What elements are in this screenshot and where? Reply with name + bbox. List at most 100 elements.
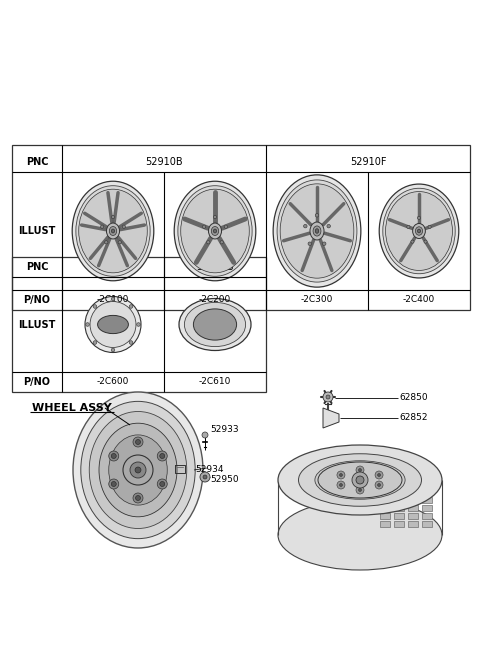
Circle shape	[122, 225, 125, 229]
Circle shape	[411, 240, 414, 243]
Circle shape	[356, 476, 364, 484]
Circle shape	[375, 481, 383, 489]
Bar	[422, 521, 432, 527]
Bar	[380, 521, 390, 527]
Circle shape	[130, 462, 146, 478]
Circle shape	[157, 479, 167, 489]
Text: WHEEL ASSY: WHEEL ASSY	[32, 403, 112, 413]
Bar	[422, 513, 432, 519]
Circle shape	[129, 341, 133, 345]
Ellipse shape	[315, 460, 405, 499]
Ellipse shape	[379, 184, 459, 278]
Circle shape	[133, 493, 143, 503]
Circle shape	[109, 451, 119, 461]
Circle shape	[123, 455, 153, 485]
Ellipse shape	[193, 309, 237, 340]
Text: -2C300: -2C300	[301, 295, 333, 305]
Circle shape	[428, 225, 431, 229]
Circle shape	[93, 305, 97, 309]
Ellipse shape	[109, 227, 117, 236]
Ellipse shape	[214, 229, 216, 233]
Circle shape	[418, 216, 420, 219]
Bar	[422, 489, 432, 495]
Text: P/NO: P/NO	[24, 377, 50, 387]
Circle shape	[86, 323, 89, 326]
Ellipse shape	[299, 454, 421, 506]
Bar	[408, 497, 418, 503]
Text: ILLUST: ILLUST	[18, 226, 56, 236]
Circle shape	[308, 242, 312, 246]
Circle shape	[356, 486, 364, 494]
Text: 52934: 52934	[195, 466, 224, 474]
Ellipse shape	[81, 402, 195, 538]
Text: 62850: 62850	[399, 394, 428, 403]
Bar	[394, 497, 404, 503]
Bar	[408, 513, 418, 519]
Circle shape	[90, 301, 136, 347]
Text: -2C200: -2C200	[199, 295, 231, 305]
Circle shape	[407, 225, 410, 229]
Text: 52910F: 52910F	[350, 157, 386, 167]
Ellipse shape	[278, 445, 442, 515]
Ellipse shape	[413, 223, 425, 238]
Ellipse shape	[211, 227, 219, 236]
Bar	[408, 489, 418, 495]
Ellipse shape	[273, 175, 361, 287]
Bar	[394, 489, 404, 495]
Circle shape	[135, 495, 141, 500]
Circle shape	[202, 432, 208, 438]
Text: 52933: 52933	[210, 426, 239, 434]
Ellipse shape	[109, 435, 167, 505]
Text: ILLUST: ILLUST	[18, 320, 56, 329]
Bar	[380, 513, 390, 519]
Circle shape	[323, 242, 326, 246]
Circle shape	[129, 305, 133, 309]
Bar	[380, 489, 390, 495]
Ellipse shape	[99, 423, 177, 517]
Bar	[380, 497, 390, 503]
Circle shape	[133, 437, 143, 447]
Ellipse shape	[174, 181, 256, 281]
Ellipse shape	[383, 188, 455, 274]
Circle shape	[352, 472, 368, 488]
Ellipse shape	[184, 303, 246, 346]
Circle shape	[315, 214, 319, 217]
Circle shape	[359, 468, 361, 472]
Circle shape	[339, 474, 342, 476]
Bar	[408, 521, 418, 527]
Circle shape	[303, 225, 307, 228]
Circle shape	[214, 215, 216, 219]
Text: -2C100: -2C100	[97, 295, 129, 305]
Circle shape	[326, 395, 330, 399]
Bar	[408, 505, 418, 511]
Circle shape	[135, 440, 141, 445]
Bar	[394, 505, 404, 511]
Text: -2C610: -2C610	[199, 377, 231, 386]
Circle shape	[135, 467, 141, 473]
Text: PNC: PNC	[26, 262, 48, 272]
Circle shape	[111, 348, 115, 352]
Circle shape	[111, 215, 115, 219]
Ellipse shape	[315, 229, 319, 233]
Circle shape	[111, 297, 115, 301]
Circle shape	[157, 451, 167, 461]
Text: P/NO: P/NO	[24, 295, 50, 305]
Text: -2C600: -2C600	[97, 377, 129, 386]
Text: 52950: 52950	[210, 476, 239, 485]
Circle shape	[109, 479, 119, 489]
Circle shape	[356, 466, 364, 474]
Ellipse shape	[73, 392, 203, 548]
Text: 52960: 52960	[97, 262, 129, 272]
Text: -2C400: -2C400	[403, 295, 435, 305]
Text: H: H	[207, 315, 223, 334]
Ellipse shape	[208, 223, 222, 239]
Circle shape	[378, 483, 381, 487]
Bar	[422, 497, 432, 503]
Ellipse shape	[97, 316, 129, 333]
Ellipse shape	[318, 462, 402, 498]
Ellipse shape	[89, 411, 187, 529]
Circle shape	[339, 483, 342, 487]
Ellipse shape	[111, 229, 115, 233]
Ellipse shape	[418, 229, 420, 233]
Ellipse shape	[107, 223, 120, 239]
